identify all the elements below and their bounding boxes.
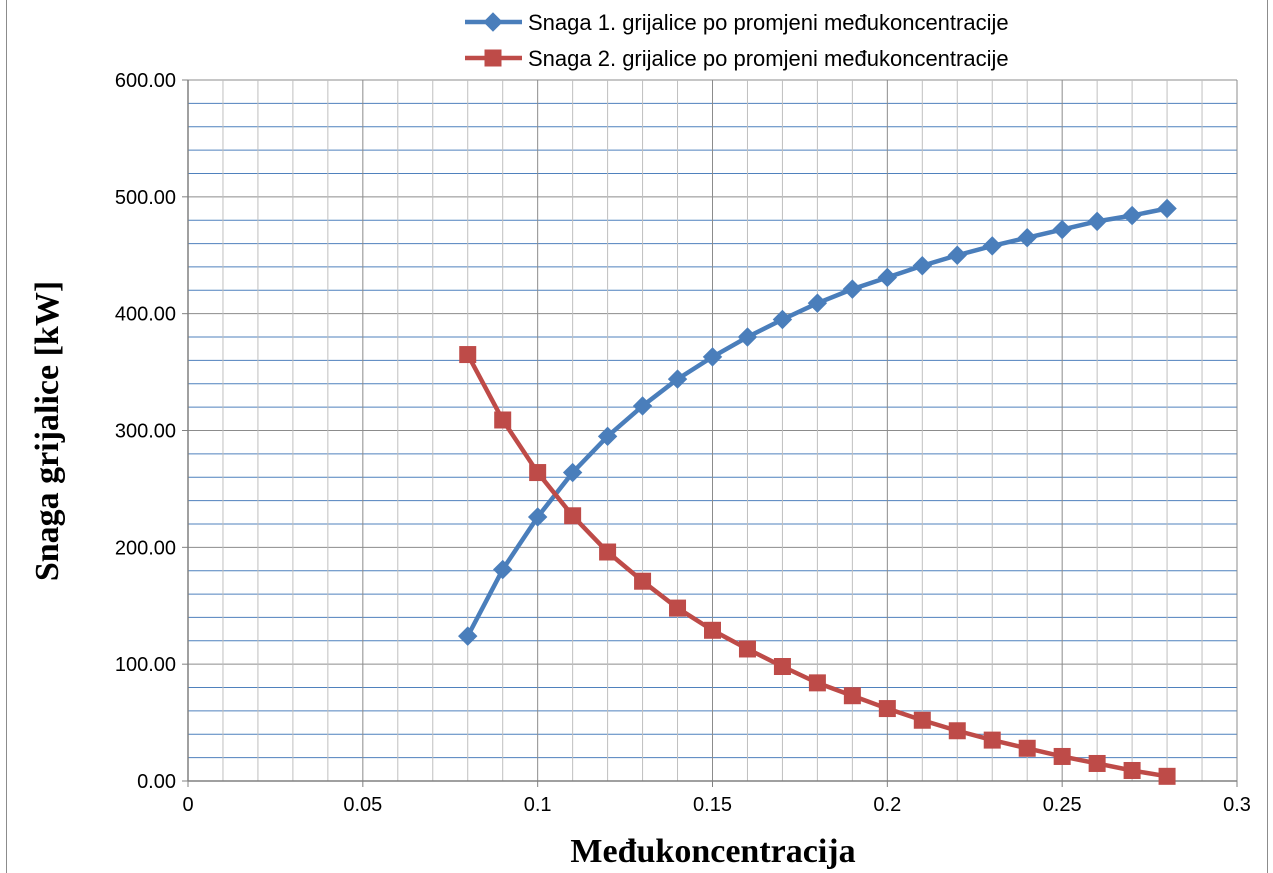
series-1 bbox=[458, 198, 1177, 646]
series-1-point bbox=[667, 369, 688, 389]
series-2-point bbox=[913, 711, 931, 729]
series-2-point bbox=[878, 700, 896, 718]
series-1-point bbox=[1052, 219, 1072, 240]
series-1-point bbox=[1017, 228, 1037, 248]
x-tick-label: 0.15 bbox=[693, 794, 732, 816]
x-tick-label: 0.1 bbox=[524, 794, 552, 816]
series-1-point bbox=[772, 309, 793, 330]
series-2-point bbox=[983, 731, 1001, 749]
chart-frame bbox=[6, 0, 1268, 873]
y-tick-label: 0.00 bbox=[137, 771, 176, 793]
series-2-point bbox=[1088, 754, 1106, 772]
series-2-point bbox=[669, 599, 687, 617]
series-2-point bbox=[773, 658, 791, 676]
x-tick-label: 0.3 bbox=[1223, 794, 1251, 816]
series-1-point bbox=[982, 236, 1002, 256]
grid-lines bbox=[188, 79, 1238, 781]
series-1-point bbox=[912, 256, 933, 276]
legend-label: Snaga 2. grijalice po promjeni međukonce… bbox=[528, 46, 1009, 71]
axes bbox=[182, 79, 1238, 787]
series-2-point bbox=[704, 621, 721, 639]
series-1-point bbox=[492, 559, 513, 580]
series-2-point bbox=[529, 464, 547, 482]
series-2-point bbox=[738, 640, 756, 658]
series-2-point bbox=[564, 507, 582, 525]
series-2-point bbox=[459, 346, 477, 364]
legend: Snaga 1. grijalice po promjeni međukonce… bbox=[465, 10, 1009, 71]
y-tick-label: 400.00 bbox=[115, 304, 176, 326]
series-2-point bbox=[1158, 767, 1176, 785]
legend-swatch-marker bbox=[483, 12, 503, 32]
y-tick-label: 100.00 bbox=[115, 654, 176, 676]
x-tick-label: 0.25 bbox=[1043, 794, 1082, 816]
series-1-point bbox=[458, 626, 478, 646]
x-tick-label: 0.05 bbox=[343, 794, 382, 816]
x-tick-label: 0.2 bbox=[873, 794, 901, 816]
series-1-point bbox=[527, 507, 548, 527]
series-1-point bbox=[1157, 198, 1177, 219]
series-1-point bbox=[737, 327, 758, 347]
y-tick-labels: 0.00 100.00 200.00 300.00 400.00 500.00 600.00 bbox=[115, 70, 176, 793]
y-axis-title: Snaga grijalice [kW] bbox=[29, 281, 66, 581]
series-2-point bbox=[634, 572, 652, 590]
x-tick-label: 0 bbox=[182, 794, 193, 816]
x-axis-title: Međukoncentracija bbox=[570, 833, 855, 870]
series-group bbox=[458, 198, 1177, 785]
x-tick-labels: 0 0.05 0.1 0.15 0.2 0.25 0.3 bbox=[182, 794, 1250, 816]
series-2-point bbox=[1018, 739, 1036, 757]
series-2-point bbox=[494, 411, 512, 429]
series-2-point bbox=[808, 674, 826, 692]
series-2-point bbox=[1053, 747, 1071, 765]
series-1-point bbox=[947, 245, 967, 265]
series-1-point bbox=[632, 396, 653, 416]
y-tick-label: 300.00 bbox=[115, 421, 176, 443]
legend-label: Snaga 1. grijalice po promjeni međukonce… bbox=[528, 10, 1009, 35]
series-2-point bbox=[948, 722, 966, 740]
y-tick-label: 500.00 bbox=[115, 187, 176, 209]
series-1-point bbox=[807, 293, 828, 313]
series-2-point bbox=[843, 687, 861, 705]
series-1-point bbox=[1087, 211, 1107, 232]
series-1-point bbox=[877, 267, 898, 288]
series-1-point bbox=[562, 462, 583, 483]
series-1-point bbox=[842, 279, 863, 299]
series-1-point bbox=[1122, 205, 1142, 226]
y-tick-label: 600.00 bbox=[115, 70, 176, 92]
series-1-point bbox=[597, 426, 618, 447]
legend-swatch-marker bbox=[484, 49, 502, 67]
series-2 bbox=[459, 346, 1176, 785]
series-2-point bbox=[599, 543, 617, 561]
series-2-point bbox=[1123, 761, 1141, 779]
y-tick-label: 200.00 bbox=[115, 537, 176, 559]
series-1-point bbox=[702, 347, 723, 367]
